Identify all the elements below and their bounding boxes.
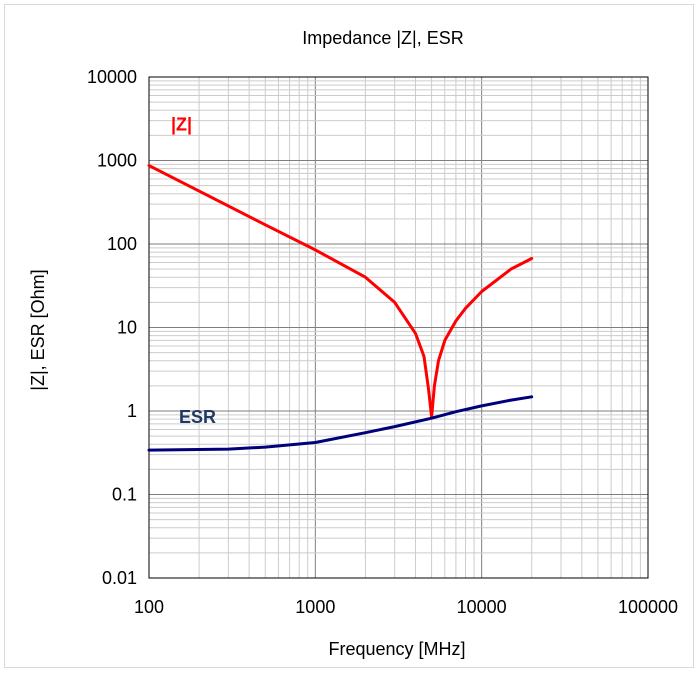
esr-series-label: ESR <box>179 407 216 427</box>
y-tick-label: 1 <box>127 401 137 421</box>
x-tick-label: 1000 <box>295 597 335 617</box>
x-tick-labels: 100 1000 10000 100000 <box>134 597 678 617</box>
y-tick-label: 10 <box>117 318 137 338</box>
plot-area-border <box>148 76 649 579</box>
esr-series-line <box>147 395 534 452</box>
y-tick-label: 0.1 <box>112 485 137 505</box>
x-tick-label: 100000 <box>618 597 678 617</box>
x-tick-label: 10000 <box>457 597 507 617</box>
y-axis-title: |Z|, ESR [Ohm] <box>28 269 48 390</box>
y-tick-label: 1000 <box>97 151 137 171</box>
series-labels: |Z| ESR <box>171 115 216 428</box>
series-layer <box>147 164 534 452</box>
y-tick-label: 100 <box>107 234 137 254</box>
x-axis-title: Frequency [MHz] <box>328 639 465 659</box>
y-tick-label: 0.01 <box>102 568 137 588</box>
impedance-series-label: |Z| <box>171 115 192 135</box>
impedance-series-line <box>147 164 534 419</box>
x-tick-label: 100 <box>134 597 164 617</box>
y-tick-labels: 0.01 0.1 1 10 100 1000 10000 <box>87 67 137 588</box>
chart-title: Impedance |Z|, ESR <box>302 28 463 48</box>
y-tick-label: 10000 <box>87 67 137 87</box>
